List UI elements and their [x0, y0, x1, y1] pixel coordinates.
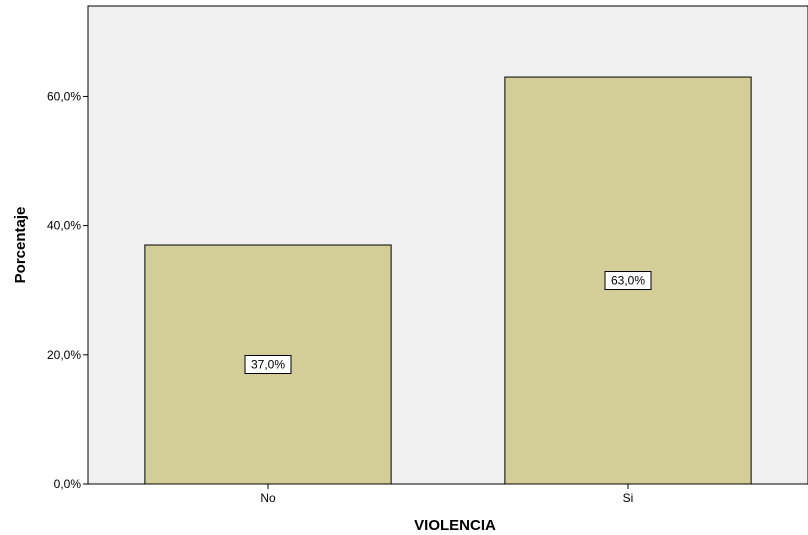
y-tick-label: 20,0% [47, 348, 81, 362]
y-axis: 0,0% 20,0% 40,0% 60,0% [47, 89, 88, 491]
x-tick-label: Si [623, 491, 634, 505]
data-label-box [244, 355, 292, 374]
y-tick-label: 40,0% [47, 219, 81, 233]
x-axis: No Si [260, 484, 633, 505]
data-labels-group: 37,0% 63,0% [244, 271, 652, 374]
y-axis-title: Porcentaje [12, 207, 29, 284]
x-axis-title: VIOLENCIA [414, 517, 496, 534]
data-label: 37,0% [251, 358, 285, 372]
y-tick-label: 60,0% [47, 89, 81, 103]
y-tick-label: 0,0% [54, 477, 82, 491]
data-label: 63,0% [611, 274, 645, 288]
x-tick-label: No [260, 491, 276, 505]
data-label-box [604, 271, 652, 291]
